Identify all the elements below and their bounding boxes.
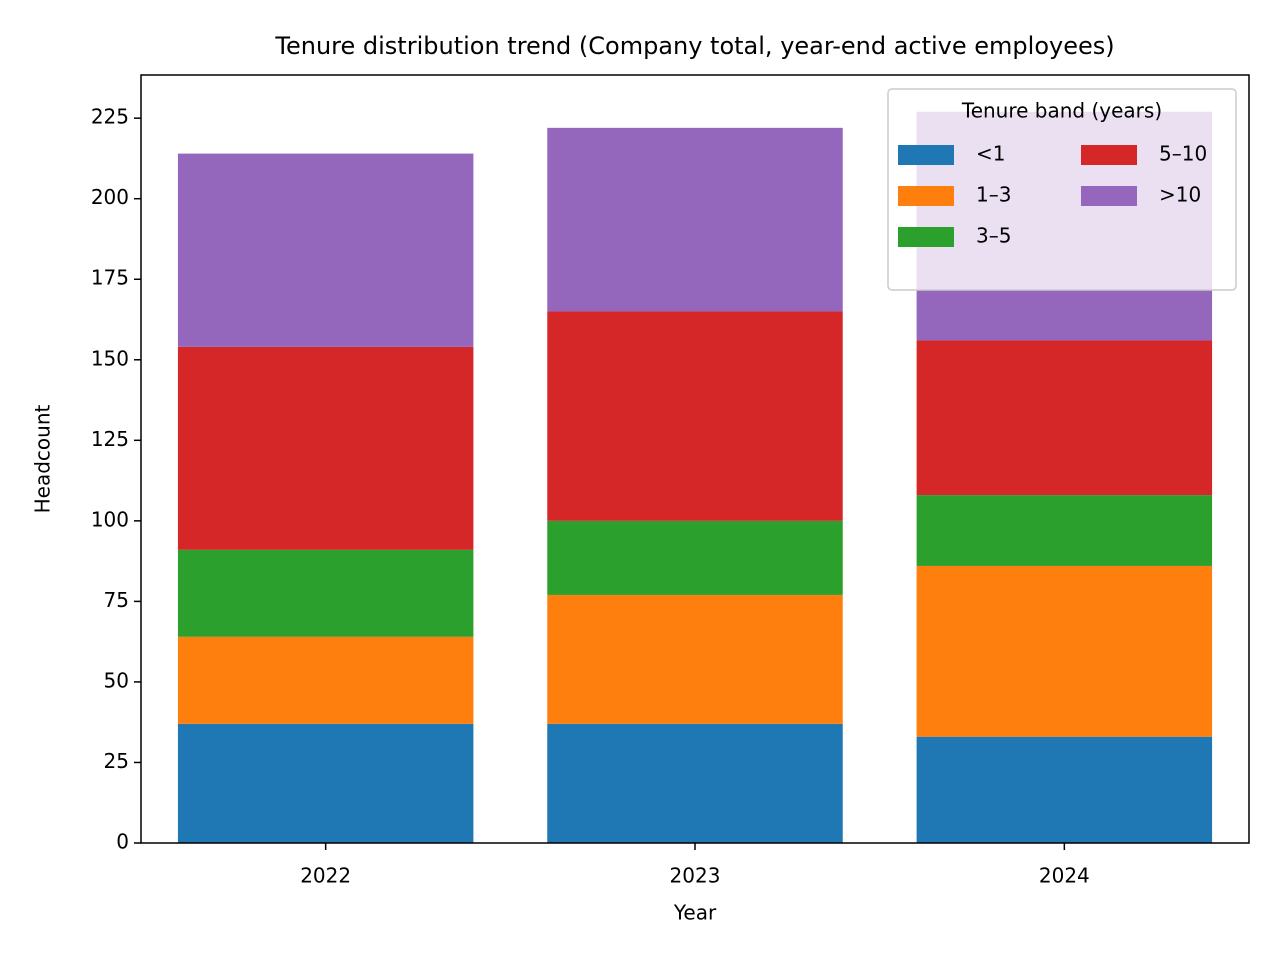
bar-segment	[547, 520, 843, 595]
bar-segment	[547, 594, 843, 724]
y-tick-label: 150	[91, 346, 129, 370]
legend-swatch	[898, 145, 954, 165]
bar-segment	[547, 127, 843, 312]
legend-label: <1	[976, 142, 1005, 166]
y-tick-label: 0	[116, 830, 129, 854]
legend-swatch	[1081, 145, 1137, 165]
legend-label: 3–5	[976, 224, 1011, 248]
legend-swatch	[1081, 186, 1137, 206]
bar-segment	[547, 311, 843, 521]
bar-segment	[177, 723, 474, 843]
y-tick-label: 200	[91, 185, 129, 209]
bar-segment	[916, 495, 1213, 566]
legend-title: Tenure band (years)	[961, 99, 1162, 123]
legend-label: 5–10	[1159, 142, 1207, 166]
bar-segment	[177, 636, 474, 724]
bar-segment	[916, 340, 1213, 496]
y-tick-label: 100	[91, 507, 129, 531]
x-tick-label: 2022	[300, 864, 351, 888]
y-tick-label: 50	[104, 668, 129, 692]
legend-frame	[887, 88, 1237, 291]
x-axis-label: Year	[673, 901, 717, 925]
axes-frame	[140, 74, 1250, 844]
y-tick-label: 75	[104, 588, 129, 612]
bar-segment	[916, 736, 1213, 843]
x-tick-label: 2023	[670, 864, 721, 888]
y-axis-label: Headcount	[31, 404, 55, 513]
y-tick-label: 25	[104, 749, 129, 773]
legend-label: 1–3	[976, 183, 1011, 207]
legend-swatch	[898, 227, 954, 247]
bar-segment	[177, 549, 474, 637]
bar-segment	[177, 346, 474, 550]
legend-swatch	[898, 186, 954, 206]
legend-label: >10	[1159, 183, 1201, 207]
y-tick-label: 175	[91, 266, 129, 290]
y-tick-label: 225	[91, 105, 129, 129]
bar-segment	[916, 565, 1213, 737]
x-tick-label: 2024	[1039, 864, 1090, 888]
bar-segment	[547, 723, 843, 843]
bar-segment	[177, 153, 474, 347]
legend: Tenure band (years) <1 1–3 3–5 5–10 >10	[887, 88, 1237, 291]
chart-title: Tenure distribution trend (Company total…	[274, 32, 1114, 60]
y-tick-label: 125	[91, 427, 129, 451]
